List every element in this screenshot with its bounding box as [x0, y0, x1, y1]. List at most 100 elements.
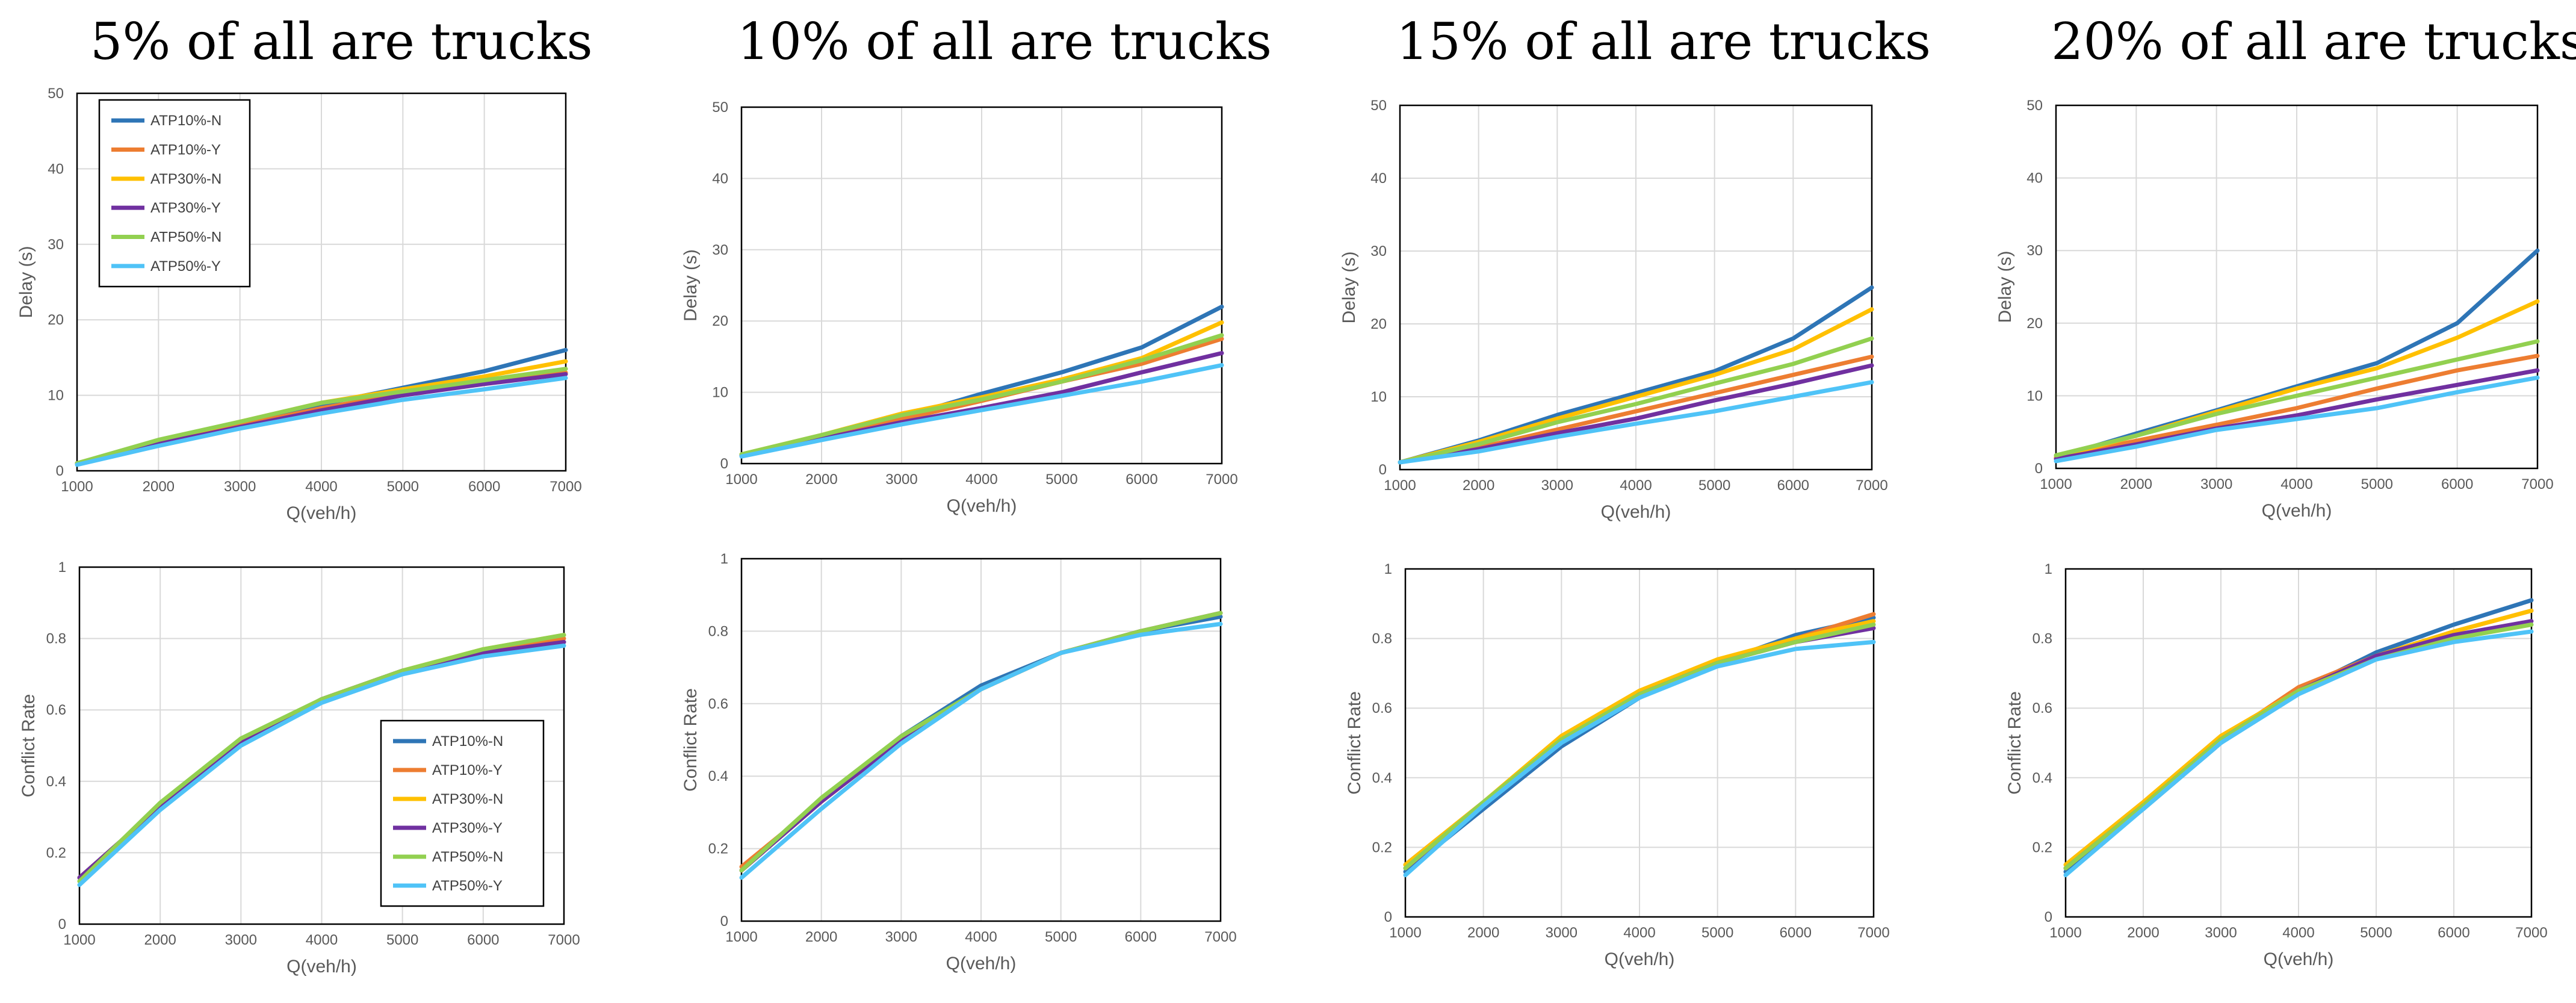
x-tick-label: 3000 [2200, 476, 2232, 492]
series-line-atp50-y [1403, 639, 1876, 878]
x-axis-title: Q(veh/h) [1605, 949, 1675, 969]
y-tick-label: 50 [1370, 98, 1387, 114]
x-tick-label: 6000 [1125, 929, 1157, 945]
y-tick-label: 1 [1384, 561, 1392, 577]
series-line-atp50-y [1398, 380, 1874, 465]
y-tick-label: 0 [2035, 461, 2043, 477]
series-line-atp10-y [2054, 353, 2540, 460]
y-tick-label: 0.6 [1372, 700, 1392, 716]
legend-label-atp30-n: ATP30%-N [150, 171, 221, 187]
y-tick-label: 0.6 [46, 702, 66, 718]
y-tick-label: 0.6 [2033, 700, 2052, 716]
y-tick-label: 50 [48, 85, 64, 102]
x-tick-label: 4000 [1620, 477, 1652, 494]
y-tick-label: 50 [2026, 98, 2043, 114]
y-tick-label: 0.2 [46, 845, 66, 861]
x-tick-label: 4000 [965, 929, 997, 945]
x-axis-title: Q(veh/h) [286, 503, 357, 523]
y-tick-label: 0 [720, 456, 728, 472]
x-tick-label: 5000 [1701, 925, 1733, 941]
x-tick-label: 5000 [1045, 471, 1077, 488]
legend-label-atp50-n: ATP50%-N [432, 849, 503, 865]
x-tick-label: 5000 [386, 932, 418, 948]
x-tick-label: 4000 [305, 479, 337, 495]
chart-2-delay-10-of-all-are-trucks: 1000 2000 3000 4000 5000 6000 7000 0 10 20 30 40 50 Q… [681, 99, 1238, 516]
x-tick-label: 7000 [1204, 929, 1236, 945]
chart-4-delay-20-of-all-are-trucks: 1000 2000 3000 4000 5000 6000 7000 0 10 20 30 40 50 Q… [1995, 98, 2554, 521]
series-line-atp50-n [2054, 339, 2540, 458]
panel-title-15pct: 15% of all are trucks [1396, 12, 1931, 71]
x-tick-label: 2000 [1463, 477, 1494, 494]
y-tick-label: 0.8 [46, 631, 66, 647]
series-line-atp30-y [1398, 363, 1874, 465]
series-line-atp50-y [2063, 629, 2534, 878]
x-tick-label: 2000 [805, 929, 837, 945]
x-tick-label: 6000 [467, 932, 499, 948]
legend-box [380, 719, 545, 907]
y-tick-label: 0 [720, 913, 728, 930]
y-tick-label: 20 [48, 312, 64, 328]
x-tick-label: 1000 [1389, 925, 1421, 941]
x-tick-label: 6000 [2438, 925, 2469, 941]
x-tick-label: 5000 [387, 479, 419, 495]
y-tick-label: 0 [58, 916, 66, 933]
y-tick-label: 0.4 [46, 774, 66, 790]
x-tick-label: 7000 [1857, 925, 1889, 941]
y-tick-label: 10 [2026, 388, 2043, 404]
x-axis-title: Q(veh/h) [947, 496, 1017, 516]
chart-6-conflict-rate-10-of-all-are-trucks: 1000 2000 3000 4000 5000 6000 7000 0 0.2 0.4 0.6 0.… [681, 551, 1237, 974]
legend-label-atp50-y: ATP50%-Y [432, 878, 503, 894]
plot-frame [740, 106, 1223, 465]
y-tick-label: 0.6 [708, 696, 728, 712]
plot-frame [740, 557, 1222, 922]
x-tick-label: 3000 [1546, 925, 1577, 941]
panel-title-5pct: 5% of all are trucks [90, 12, 593, 71]
legend-label-atp10-n: ATP10%-N [432, 733, 503, 750]
y-tick-label: 30 [712, 242, 728, 258]
legend-label-atp10-y: ATP10%-Y [150, 142, 221, 158]
x-tick-label: 7000 [550, 479, 581, 495]
y-tick-label: 30 [1370, 243, 1387, 259]
panel-title-10pct: 10% of all are trucks [737, 12, 1272, 71]
x-tick-label: 7000 [1856, 477, 1887, 494]
x-tick-label: 5000 [2360, 925, 2392, 941]
series-line-atp50-y [77, 644, 566, 887]
x-axis-title: Q(veh/h) [1601, 502, 1671, 522]
plot-frame [76, 92, 567, 472]
y-tick-label: 0.8 [708, 623, 728, 639]
x-tick-label: 6000 [1780, 925, 1812, 941]
plot-frame [1404, 568, 1875, 918]
series-line-atp50-n [77, 633, 566, 884]
y-tick-label: 10 [1370, 389, 1387, 405]
y-tick-label: 0.4 [2033, 770, 2052, 786]
x-tick-label: 1000 [2049, 925, 2081, 941]
y-axis-title: Conflict Rate [2005, 691, 2025, 795]
y-tick-label: 0 [2045, 909, 2052, 925]
series-line-atp50-n [739, 333, 1224, 457]
x-tick-label: 7000 [2515, 925, 2547, 941]
legend-box [98, 99, 251, 288]
x-tick-label: 5000 [2361, 476, 2393, 492]
x-tick-label: 1000 [725, 471, 757, 488]
x-tick-label: 4000 [2282, 925, 2314, 941]
y-tick-label: 40 [1370, 170, 1387, 187]
y-tick-label: 30 [2026, 243, 2043, 259]
legend-label-atp50-n: ATP50%-N [150, 229, 221, 246]
series-line-atp30-y [2054, 368, 2540, 461]
x-axis-title: Q(veh/h) [2264, 949, 2334, 969]
x-tick-label: 3000 [224, 479, 256, 495]
y-axis-title: Delay (s) [16, 246, 36, 318]
x-tick-label: 3000 [1541, 477, 1573, 494]
series-line-atp50-y [75, 376, 568, 467]
x-tick-label: 6000 [1777, 477, 1809, 494]
y-axis-title: Conflict Rate [19, 694, 39, 798]
y-tick-label: 50 [712, 99, 728, 116]
chart-8-conflict-rate-20-of-all-are-trucks: 1000 2000 3000 4000 5000 6000 7000 0 0.2 0.4 0.6 0.… [2005, 561, 2548, 969]
y-tick-label: 0.4 [1372, 770, 1392, 786]
x-tick-label: 4000 [2280, 476, 2312, 492]
series-line-atp50-y [739, 363, 1224, 459]
x-tick-label: 4000 [965, 471, 997, 488]
x-axis-title: Q(veh/h) [286, 957, 357, 977]
x-tick-label: 3000 [225, 932, 257, 948]
